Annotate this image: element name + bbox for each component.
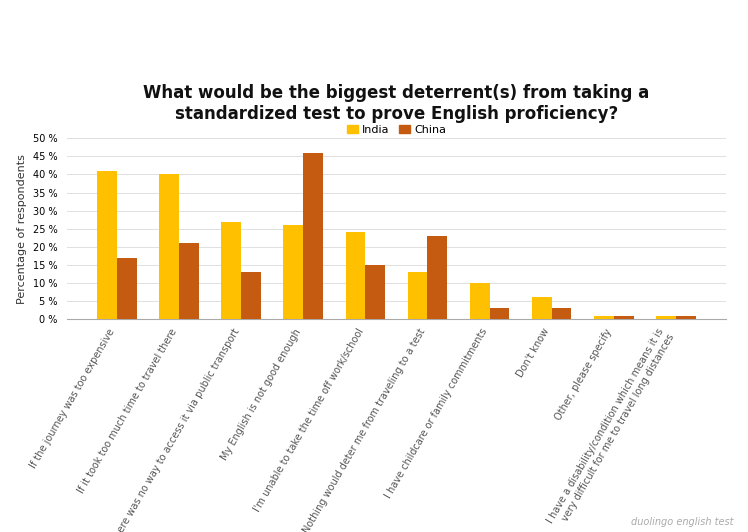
Bar [117, 257, 137, 319]
Bar [613, 315, 634, 319]
Bar [180, 243, 199, 319]
Bar [283, 225, 304, 319]
Bar [97, 171, 117, 319]
Title: What would be the biggest deterrent(s) from taking a
standardized test to prove : What would be the biggest deterrent(s) f… [144, 84, 649, 123]
Bar [427, 236, 447, 319]
Bar [242, 272, 261, 319]
Bar [408, 272, 427, 319]
Bar [159, 174, 180, 319]
Bar [366, 265, 385, 319]
Text: duolingo english test: duolingo english test [631, 517, 733, 527]
Bar [532, 297, 551, 319]
Bar [470, 283, 489, 319]
Legend: India, China: India, China [343, 120, 450, 139]
Bar [656, 315, 675, 319]
Bar [551, 309, 571, 319]
Bar [346, 232, 366, 319]
Bar [221, 221, 242, 319]
Bar [304, 153, 323, 319]
Bar [594, 315, 613, 319]
Y-axis label: Percentage of respondents: Percentage of respondents [17, 154, 27, 304]
Bar [489, 309, 509, 319]
Bar [675, 315, 696, 319]
